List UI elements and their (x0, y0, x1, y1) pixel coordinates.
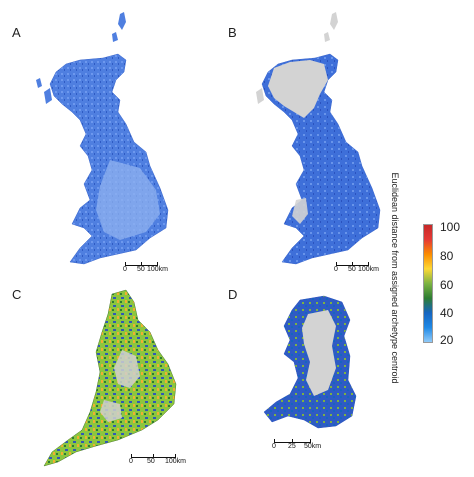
panel-label-d: D (228, 287, 238, 302)
gb-south-england-a (96, 160, 160, 240)
scale-label-end: 100km (358, 266, 380, 273)
map-wales-d (263, 295, 357, 429)
gb-islands-a (36, 12, 126, 104)
panel-d: D 0 25 50km (224, 280, 388, 477)
map-great-britain-a (36, 12, 169, 265)
england-outline-c (43, 289, 177, 467)
panel-c: C 0 50 100km (0, 280, 230, 477)
scale-label-0: 0 (334, 266, 338, 273)
panel-label-c: C (12, 287, 22, 302)
gb-nodata-scotland-b (268, 60, 328, 118)
map-great-britain-b (256, 12, 381, 265)
scale-label-0: 0 (272, 443, 276, 450)
panel-label-a: A (12, 25, 21, 40)
legend-tick-60: 60 (440, 278, 454, 292)
legend-tick-20: 20 (440, 333, 454, 347)
panel-label-b: B (228, 25, 237, 40)
panel-b: B 0 50 100km (224, 0, 394, 280)
scale-label-end: 50km (304, 443, 322, 450)
scale-label-end: 100km (165, 458, 187, 465)
scale-label-mid: 50 (137, 266, 145, 273)
legend-tick-100: 100 (440, 220, 461, 234)
gb-nodata-wales-b (292, 198, 308, 224)
scale-label-mid: 25 (288, 443, 296, 450)
legend-tick-40: 40 (440, 306, 454, 320)
scale-label-0: 0 (123, 266, 127, 273)
scale-label-end: 100km (147, 266, 169, 273)
panel-a: A 0 50 100km (0, 0, 230, 280)
color-legend: Euclidean distance from assigned archety… (388, 172, 468, 383)
wales-nodata-d (302, 310, 336, 396)
map-england-c (43, 289, 177, 467)
england-nodata-c (100, 350, 140, 422)
scale-label-mid: 50 (147, 458, 155, 465)
scale-label-0: 0 (129, 458, 133, 465)
scale-label-mid: 50 (348, 266, 356, 273)
legend-tick-80: 80 (440, 249, 454, 263)
legend-color-ramp (423, 224, 433, 343)
legend-title: Euclidean distance from assigned archety… (390, 172, 400, 384)
